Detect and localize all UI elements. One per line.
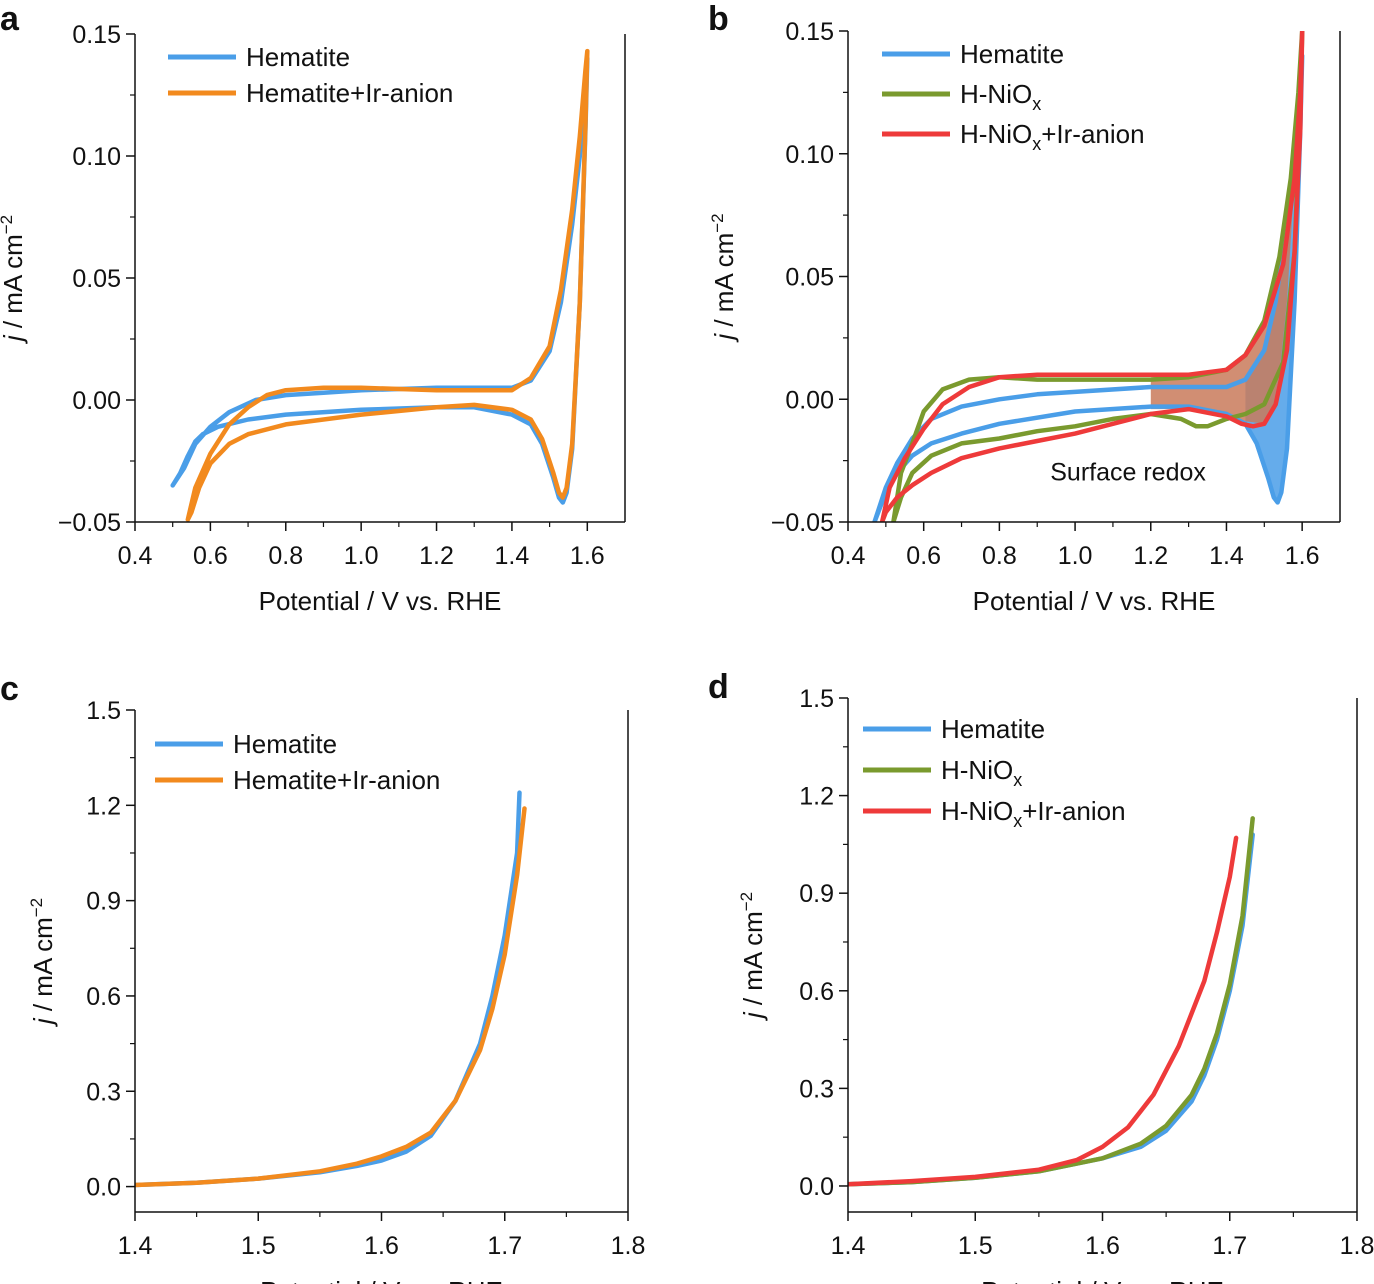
x-tick-label: 0.8 [982,542,1017,570]
x-tick-label: 1.7 [1212,1232,1247,1260]
legend-label: H-NiOx+Ir-anion [960,119,1145,154]
legend-label: Hematite [246,42,350,72]
panel-d: d 1.4 1.5 1.6 1.7 1.8 0.0 0.3 0.6 0.9 1.2 1.5 Potent… [708,668,1374,1284]
x-axis-title: Potential / V vs. RHE [981,1276,1224,1284]
x-tick-label: 1.7 [487,1232,522,1260]
x-tick-label: 1.4 [495,542,530,570]
legend-label: H-NiOx [941,755,1022,790]
x-tick-label: 1.6 [1085,1232,1120,1260]
y-tick-label: 1.2 [86,792,121,820]
y-tick-label: 0.6 [86,983,121,1011]
legend-label: H-NiOx [960,79,1041,114]
series-line-h-niox [891,31,1305,522]
y-tick-label: −0.05 [58,509,121,537]
x-tick-label: 1.8 [611,1232,646,1260]
y-tick-label: 1.5 [799,685,834,713]
series-line-h-niox [848,816,1255,1187]
y-tick-label: 0.10 [785,141,834,169]
panel-b: b 0.4 0.6 0.8 1.0 1.2 1.4 1.6 −0.05 0.00 0.05 0.10 0… [708,0,1341,616]
x-tick-label: 0.6 [906,542,941,570]
series-line-hematite [135,790,522,1188]
y-tick-label: 0.3 [799,1075,834,1103]
legend-label: Hematite+Ir-anion [246,78,453,108]
plot-area-d [848,816,1255,1187]
y-axis-title: j / mA cm−2 [708,213,739,342]
plot-area-c [135,790,527,1188]
series-line-h-niox-ir-anion [879,31,1305,522]
panel-letter-b: b [708,0,729,38]
panel-letter-c: c [0,670,19,708]
y-axis-title: j / mA cm−2 [27,898,58,1027]
legend-label: Hematite+Ir-anion [233,765,440,795]
series-line-h-niox-ir-anion [848,835,1239,1187]
y-tick-label: −0.05 [771,509,834,537]
y-tick-label: 1.2 [799,783,834,811]
x-axis-title: Potential / V vs. RHE [260,1276,503,1284]
legend-label: Hematite [233,729,337,759]
x-tick-label: 0.6 [193,542,228,570]
x-tick-label: 1.6 [1285,542,1320,570]
legend-label: H-NiOx+Ir-anion [941,796,1126,831]
x-tick-label: 1.4 [831,1232,866,1260]
panel-letter-d: d [708,668,729,706]
x-axis-title: Potential / V vs. RHE [259,586,502,616]
y-axis-title: j / mA cm−2 [0,215,28,344]
legend-label: Hematite [960,39,1064,69]
y-tick-label: 0.0 [86,1174,121,1202]
y-tick-label: 0.15 [785,18,834,46]
y-tick-label: 0.10 [72,143,121,171]
x-tick-label: 1.0 [344,542,379,570]
x-tick-label: 1.4 [118,1232,153,1260]
y-tick-label: 0.05 [785,264,834,292]
y-tick-label: 0.00 [785,386,834,414]
y-tick-label: 0.9 [86,888,121,916]
y-tick-label: 0.15 [72,21,121,49]
y-tick-label: 0.05 [72,265,121,293]
panel-a: a 0.4 0.6 0.8 1.0 1.2 1.4 1.6 −0.05 0.00 0.05 0.10 0… [0,0,626,616]
series-line-hematite-ir-anion [185,48,590,522]
series-line-hematite [170,56,590,505]
y-axis-title: j / mA cm−2 [737,892,768,1021]
y-tick-label: 0.0 [799,1173,834,1201]
x-tick-label: 1.8 [1340,1232,1374,1260]
x-tick-label: 1.0 [1058,542,1093,570]
x-axis-title: Potential / V vs. RHE [973,586,1216,616]
x-tick-label: 1.4 [1209,542,1244,570]
plot-area-a [170,48,590,522]
y-tick-label: 0.9 [799,880,834,908]
y-tick-label: 1.5 [86,697,121,725]
annotation-surface-redox: Surface redox [1050,458,1206,486]
x-tick-label: 1.2 [419,542,454,570]
x-tick-label: 0.4 [831,542,866,570]
x-tick-label: 1.6 [570,542,605,570]
x-tick-label: 0.4 [118,542,153,570]
legend-label: Hematite [941,714,1045,744]
plot-area-b [872,31,1305,522]
panel-letter-a: a [0,0,20,38]
y-tick-label: 0.00 [72,387,121,415]
series-line-hematite-ir-anion [135,806,527,1188]
y-tick-label: 0.6 [799,978,834,1006]
x-tick-label: 0.8 [268,542,303,570]
x-tick-label: 1.5 [958,1232,993,1260]
y-tick-label: 0.3 [86,1078,121,1106]
x-tick-label: 1.6 [364,1232,399,1260]
x-tick-label: 1.2 [1133,542,1168,570]
panel-c: c 1.4 1.5 1.6 1.7 1.8 0.0 0.3 0.6 0.9 1.2 1.5 Potent… [0,670,645,1284]
x-tick-label: 1.5 [241,1232,276,1260]
